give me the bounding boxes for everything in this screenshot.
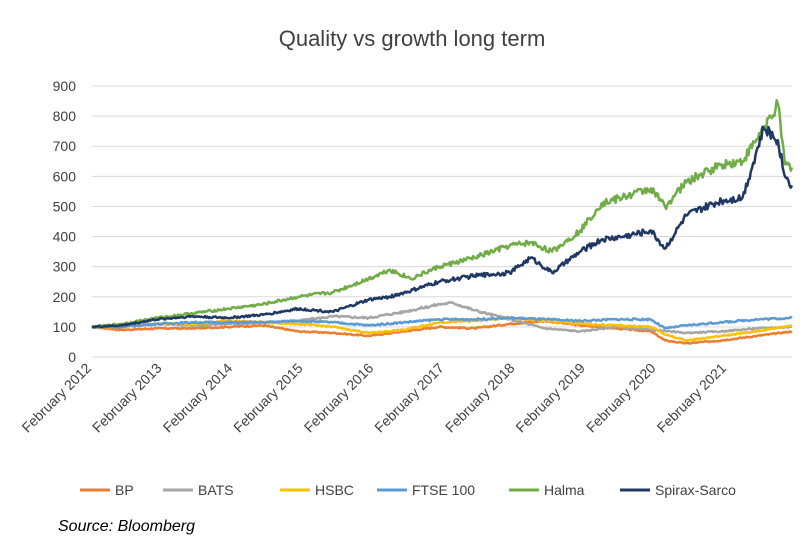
x-tick-label: February 2015	[230, 360, 306, 436]
x-tick-label: February 2017	[371, 360, 447, 436]
y-tick-label: 500	[53, 198, 77, 214]
y-axis-tick-labels: 0 100 200 300 400 500 600 700 800 900	[53, 78, 77, 365]
legend-label: Spirax-Sarco	[655, 482, 736, 498]
x-tick-label: February 2014	[160, 360, 236, 436]
legend-label: BATS	[198, 482, 234, 498]
series-line-ftse-100	[91, 315, 793, 330]
series-line-bp	[91, 319, 793, 345]
y-tick-label: 600	[53, 168, 77, 184]
y-tick-label: 900	[53, 78, 77, 94]
source-note: Source: Bloomberg	[58, 518, 195, 535]
y-tick-label: 0	[68, 349, 76, 365]
series-line-halma	[91, 98, 794, 329]
legend-label: Halma	[544, 482, 585, 498]
y-tick-label: 200	[53, 289, 77, 305]
series-line-bats	[91, 300, 793, 335]
legend-label: BP	[115, 482, 134, 498]
series-lines	[91, 98, 794, 345]
y-tick-label: 400	[53, 229, 77, 245]
y-tick-label: 100	[53, 319, 77, 335]
x-tick-label: February 2018	[442, 360, 518, 436]
x-tick-label: February 2020	[583, 360, 659, 436]
series-line-spirax-sarco	[91, 125, 794, 329]
y-tick-label: 800	[53, 108, 77, 124]
y-tick-label: 300	[53, 259, 77, 275]
legend: BP BATS HSBC FTSE 100 Halma Spirax-Sarco	[80, 482, 736, 498]
x-tick-label: February 2016	[301, 360, 377, 436]
x-tick-label: February 2021	[653, 360, 729, 436]
x-tick-label: February 2019	[512, 360, 588, 436]
x-tick-label: February 2013	[89, 360, 165, 436]
chart-title: Quality vs growth long term	[279, 26, 546, 51]
legend-label: HSBC	[315, 482, 354, 498]
legend-label: FTSE 100	[412, 482, 475, 498]
x-tick-label: February 2012	[18, 360, 94, 436]
y-tick-label: 700	[53, 138, 77, 154]
